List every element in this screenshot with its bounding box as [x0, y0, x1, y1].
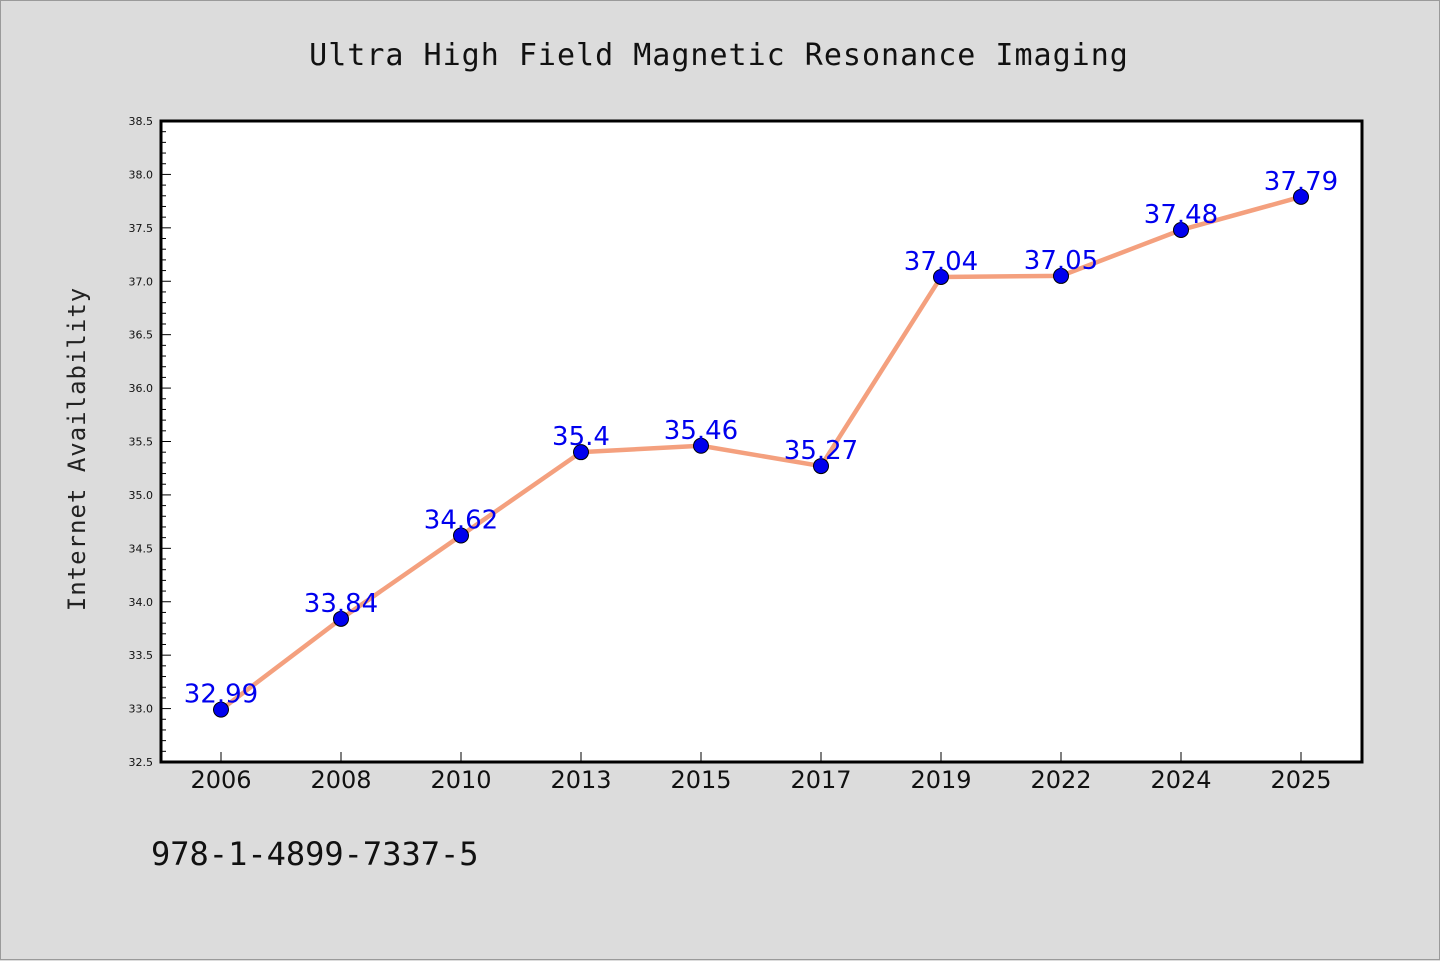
y-axis-ticks: 32.5 33.0 33.5 34.0 34.5 35.0 35.5 36.0 36.5 37.0… — [129, 115, 171, 769]
plot-area — [159, 119, 1364, 764]
y-tick-label: 38.5 — [129, 115, 154, 128]
data-point — [1173, 221, 1189, 238]
y-tick-label: 33.5 — [129, 649, 154, 662]
data-point — [1053, 267, 1069, 284]
data-label: 35.27 — [784, 436, 858, 466]
x-tick-label: 2024 — [1150, 766, 1211, 794]
data-point — [933, 268, 949, 285]
footer-isbn: 978-1-4899-7337-5 — [151, 835, 479, 873]
data-point — [693, 437, 709, 454]
data-point — [213, 701, 229, 718]
y-tick-label: 32.5 — [129, 756, 154, 769]
y-tick-label: 37.0 — [129, 275, 154, 288]
data-label: 37.05 — [1024, 246, 1098, 276]
data-point — [573, 444, 589, 461]
y-tick-label: 35.0 — [129, 489, 154, 502]
y-tick-label: 33.0 — [129, 703, 154, 716]
data-label: 33.84 — [304, 589, 378, 619]
x-tick-label: 2019 — [910, 766, 971, 794]
y-tick-label: 38.0 — [129, 168, 154, 181]
y-tick-label: 36.0 — [129, 382, 154, 395]
data-label: 37.79 — [1264, 167, 1338, 197]
data-label: 37.04 — [904, 247, 978, 277]
data-label: 35.4 — [552, 422, 610, 452]
x-tick-label: 2017 — [790, 766, 851, 794]
x-tick-label: 2025 — [1270, 766, 1331, 794]
data-label: 34.62 — [424, 506, 498, 536]
y-tick-label: 37.5 — [129, 222, 154, 235]
data-point — [453, 527, 469, 544]
x-tick-label: 2008 — [310, 766, 371, 794]
data-label: 37.48 — [1144, 200, 1218, 230]
chart-title: Ultra High Field Magnetic Resonance Imag… — [309, 38, 1129, 73]
x-axis-ticks: 2006 2008 2010 2013 2015 2017 2019 2022 2024 2025 — [190, 752, 1332, 794]
x-tick-label: 2015 — [670, 766, 731, 794]
x-tick-label: 2013 — [550, 766, 611, 794]
y-tick-label: 34.0 — [129, 596, 154, 609]
y-tick-label: 34.5 — [129, 542, 154, 555]
series-line — [219, 194, 1302, 712]
data-point — [1293, 188, 1309, 205]
y-axis-label: Internet Availability — [63, 287, 91, 611]
x-tick-label: 2010 — [430, 766, 491, 794]
x-tick-label: 2022 — [1030, 766, 1091, 794]
x-tick-label: 2006 — [190, 766, 251, 794]
data-point — [333, 610, 349, 627]
y-tick-label: 35.5 — [129, 436, 154, 449]
data-labels: 32.99 33.84 34.62 35.4 35.46 35.27 37.04 37.05 3… — [184, 167, 1338, 710]
data-point — [813, 458, 829, 475]
data-points — [213, 188, 1309, 718]
data-label: 35.46 — [664, 416, 738, 446]
y-tick-label: 36.5 — [129, 329, 154, 342]
data-label: 32.99 — [184, 680, 258, 710]
